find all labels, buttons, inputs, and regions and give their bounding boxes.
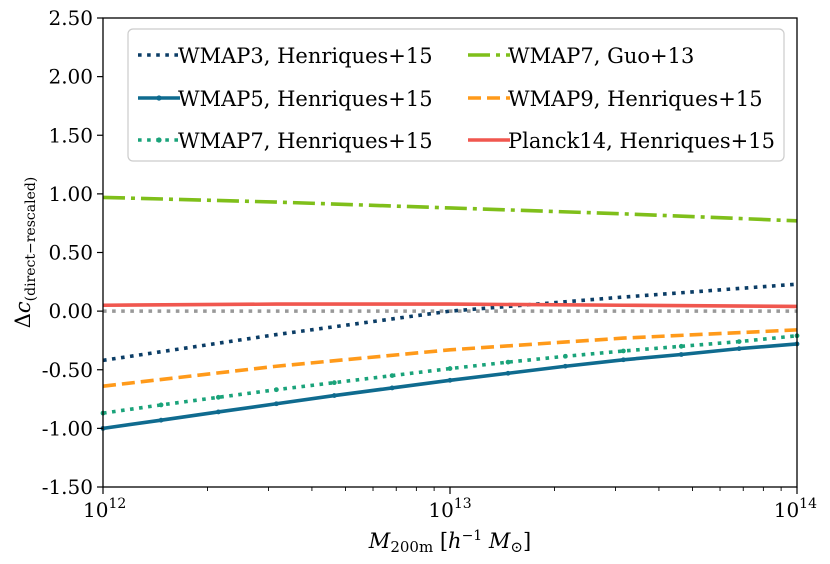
legend-label-3: WMAP7, Henriques+15: [178, 129, 433, 153]
legend-marker-2: [156, 95, 162, 101]
legend-marker-3: [156, 137, 162, 143]
y-tick-label: -0.50: [42, 358, 93, 382]
legend-label-1: WMAP3, Henriques+15: [178, 44, 433, 68]
series-3-point: [331, 380, 337, 386]
legend-label-2: WMAP5, Henriques+15: [178, 87, 433, 111]
series-line-1: [102, 282, 798, 363]
series-2-point: [678, 352, 684, 357]
y-tick-label: 2.00: [48, 65, 93, 89]
x-axis-label-part: M: [368, 529, 391, 553]
x-tick-base: 10: [774, 498, 799, 522]
x-axis-label-part: ]: [523, 529, 531, 553]
series-line-5: [102, 328, 798, 388]
series-2-point: [620, 357, 626, 363]
y-axis-label-part: (direct−rescaled): [23, 177, 39, 302]
y-tick-label: 1.00: [48, 182, 93, 206]
ticks-layer: -1.50 -1.00 -0.50 0.00 0.50 1.00 1.50 2.00 2.50 1…: [42, 6, 817, 522]
x-tick-exponent: 12: [108, 496, 126, 512]
series-2-point: [273, 401, 279, 407]
x-axis-label: M200m [h−1 M⊙]: [368, 528, 531, 556]
series-2-point: [447, 377, 453, 383]
y-tick-label: -1.00: [42, 416, 93, 440]
y-tick-label: 0.50: [48, 241, 93, 265]
series-2-point: [736, 346, 742, 352]
series-layer: [100, 195, 800, 431]
x-tick-label: 1012: [83, 496, 126, 522]
series-2-point: [389, 385, 395, 391]
legend: WMAP3, Henriques+15 WMAP5, Henriques+15 WM…: [127, 28, 785, 162]
series-3-point: [389, 373, 395, 379]
y-axis-label-part: c: [11, 301, 35, 313]
series-line-4: [102, 195, 798, 223]
y-tick-label: 0.00: [48, 299, 93, 323]
y-tick-label: -1.50: [42, 475, 93, 499]
series-3-point: [620, 348, 626, 354]
series-2-point: [158, 417, 164, 423]
y-tick-label: 2.50: [48, 6, 93, 30]
legend-box: [127, 28, 785, 162]
y-axis-label: Δc(direct−rescaled): [11, 177, 39, 329]
y-axis-label-part: Δ: [11, 313, 35, 328]
x-axis-label-part: [: [433, 529, 448, 553]
x-axis-label-part: M: [482, 529, 511, 553]
series-3-point: [158, 402, 164, 408]
legend-label-5: WMAP9, Henriques+15: [508, 87, 763, 111]
series-3-point: [678, 343, 684, 349]
series-2-point: [505, 370, 511, 376]
series-3-point: [505, 359, 511, 365]
y-tick-label: 1.50: [48, 123, 93, 147]
legend-label-6: Planck14, Henriques+15: [508, 129, 775, 153]
series-3-point: [273, 387, 279, 393]
x-tick-exponent: 13: [454, 496, 472, 512]
series-line-6: [102, 302, 798, 309]
x-axis-label-part: 200m: [390, 538, 433, 556]
legend-label-4: WMAP7, Guo+13: [508, 44, 694, 68]
x-axis-label-part: h: [448, 529, 462, 553]
series-2-point: [562, 363, 568, 369]
x-tick-label: 1013: [428, 496, 471, 522]
x-tick-label: 1014: [774, 496, 817, 522]
x-axis-label-part: −1: [462, 528, 483, 544]
series-2-point: [215, 409, 221, 415]
x-axis-label-part: ⊙: [510, 538, 523, 556]
series-3-point: [562, 353, 568, 359]
x-tick-exponent: 14: [799, 496, 817, 512]
series-3-point: [447, 366, 453, 371]
series-2-point: [331, 393, 337, 398]
series-3-point: [215, 394, 221, 400]
x-tick-base: 10: [83, 498, 108, 522]
x-tick-base: 10: [428, 498, 453, 522]
series-3-point: [736, 339, 742, 345]
